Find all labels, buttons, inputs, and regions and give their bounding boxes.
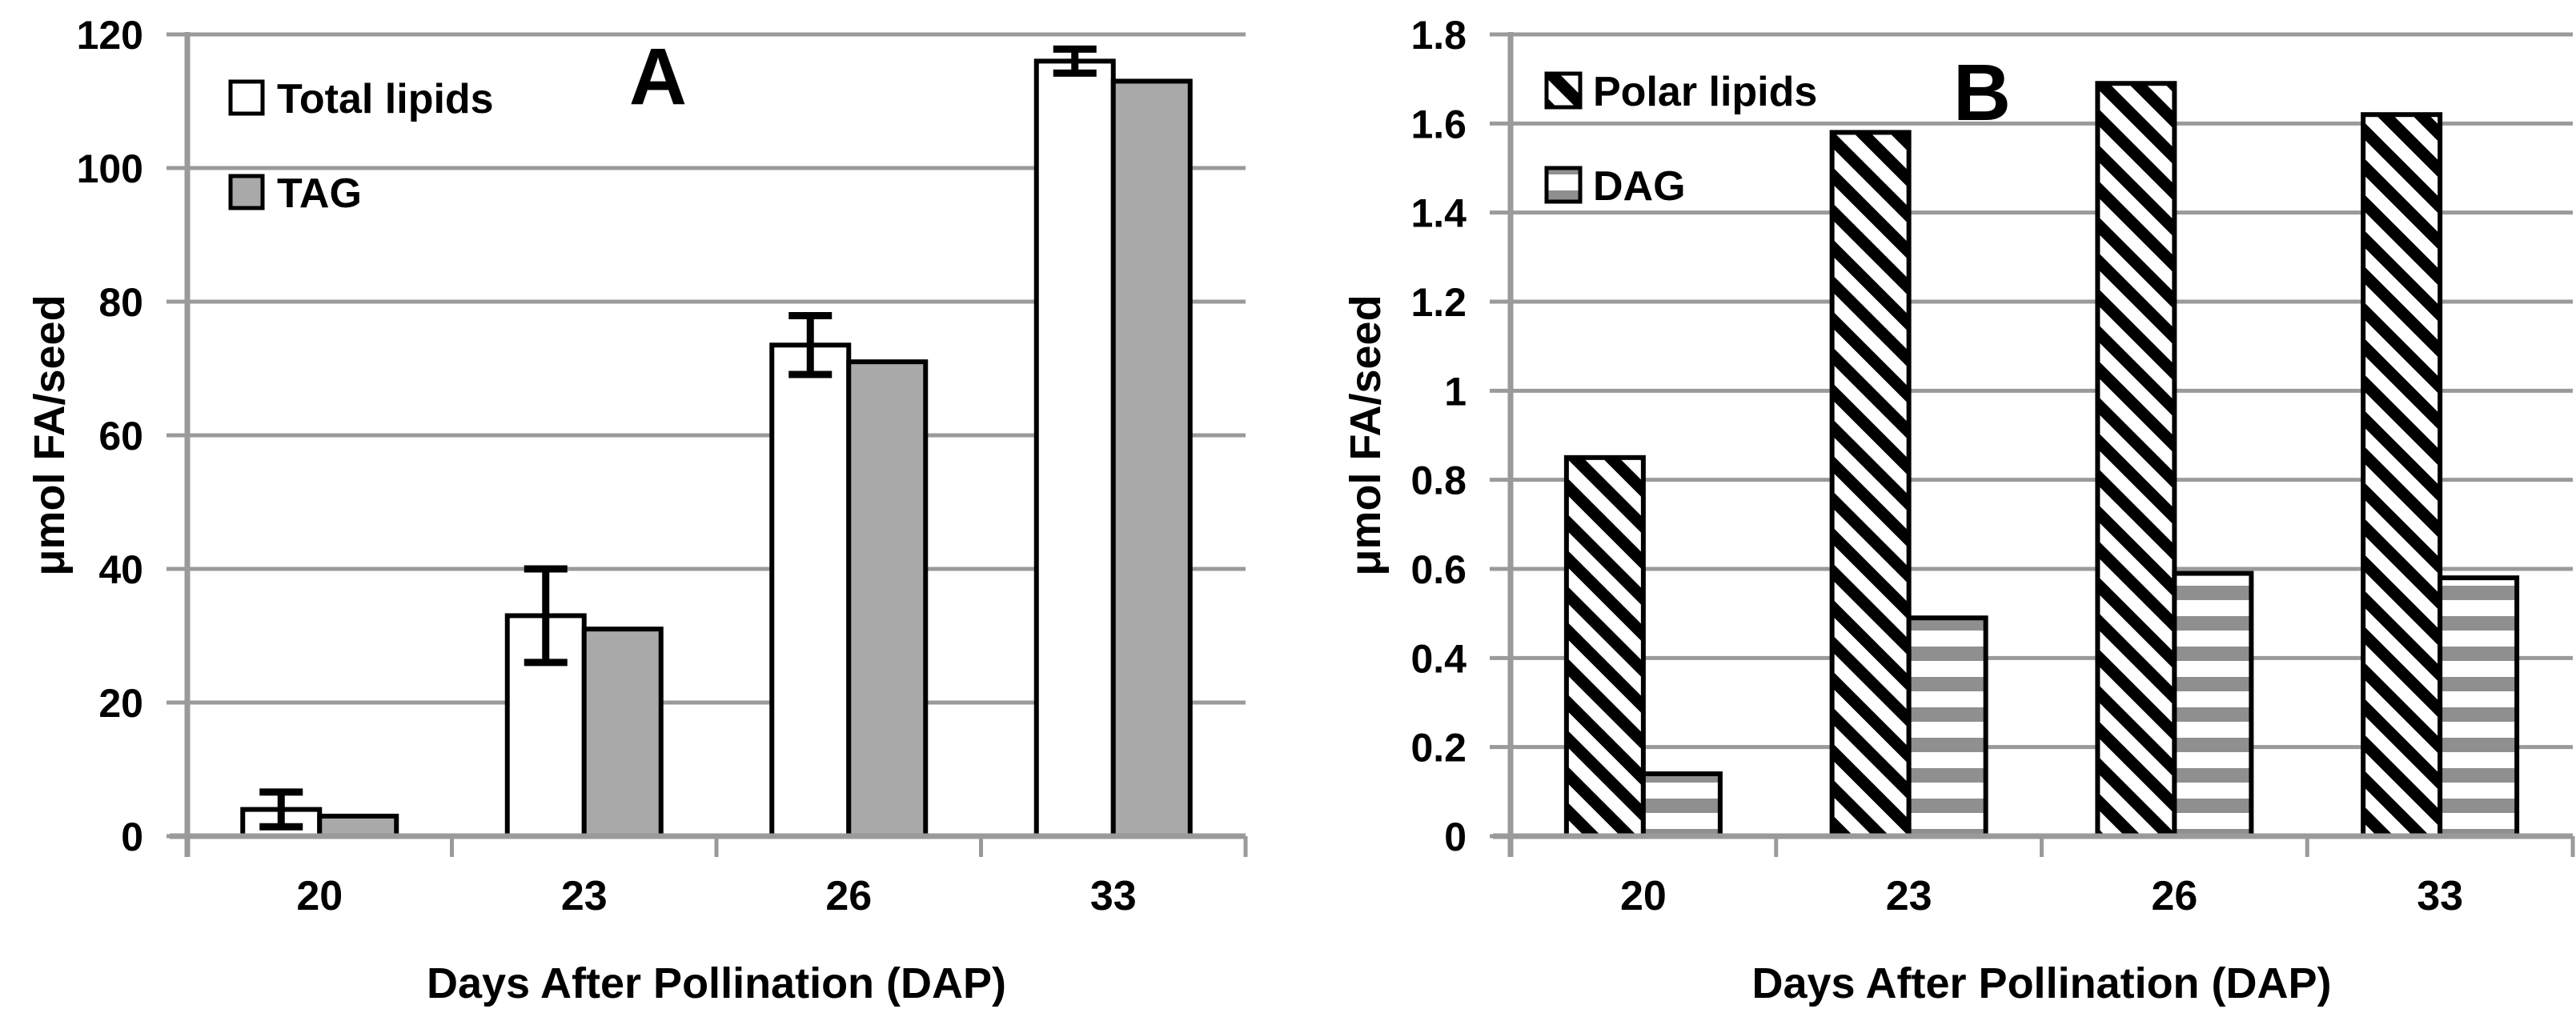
category-label-20: 20	[296, 873, 343, 919]
category-label-26: 26	[2151, 873, 2197, 919]
x-axis-title: Days After Pollination (DAP)	[1751, 959, 2331, 1007]
tick-label-y-1.6: 1.6	[1410, 102, 1467, 146]
bar-tag-23	[581, 627, 664, 839]
tick-label-y-100: 100	[77, 146, 143, 191]
tick-label-y-60: 60	[98, 414, 143, 458]
bar-dag-33	[2438, 575, 2520, 839]
bar-dag-20	[1640, 771, 1723, 839]
bar-tag-20	[317, 813, 399, 839]
tick-label-y-1.2: 1.2	[1410, 280, 1467, 325]
y-axis-title: μmol FA/seed	[1342, 294, 1390, 575]
category-label-23: 23	[561, 873, 608, 919]
bar-dag-26	[2172, 571, 2254, 839]
legend-swatch-dag	[1544, 166, 1583, 204]
bar-polar-lipids-23	[1829, 130, 1912, 839]
tick-label-y-0: 0	[1444, 815, 1467, 859]
bar-tag-26	[846, 359, 929, 839]
category-label-33: 33	[1090, 873, 1137, 919]
legend-label-polar-lipids: Polar lipids	[1593, 69, 1817, 115]
tick-label-y-120: 120	[77, 13, 143, 58]
legend-label-tag: TAG	[277, 170, 362, 217]
tick-label-y-0.4: 0.4	[1410, 636, 1467, 681]
panel-label-a: A	[629, 32, 687, 122]
bar-total-lipids-26	[769, 342, 852, 839]
bar-dag-23	[1906, 615, 1988, 839]
category-label-33: 33	[2417, 873, 2463, 919]
x-axis-title: Days After Pollination (DAP)	[427, 959, 1006, 1007]
tick-label-y-0.6: 0.6	[1410, 547, 1467, 592]
bar-polar-lipids-20	[1563, 454, 1646, 839]
bar-polar-lipids-26	[2095, 81, 2177, 839]
legend-swatch-polar-lipids	[1544, 71, 1583, 110]
tick-label-y-40: 40	[98, 547, 143, 592]
panel-b: 0 0.2 0.4 0.6 0.8 1 1.2 1.4 1.6 1.8 20 23 26 33 Days A…	[1342, 13, 2575, 1007]
tick-label-y-1.8: 1.8	[1410, 13, 1467, 58]
panel-label-b: B	[1953, 48, 2011, 138]
y-axis-title: μmol FA/seed	[26, 294, 74, 575]
category-label-26: 26	[825, 873, 872, 919]
category-label-20: 20	[1620, 873, 1667, 919]
panel-a: 0 20 40 60 80 100 120 20 23 26 33 Days After Pollin…	[26, 13, 1248, 1007]
bar-polar-lipids-33	[2361, 112, 2443, 839]
legend-label-total-lipids: Total lipids	[277, 76, 494, 122]
bar-total-lipids-33	[1033, 58, 1116, 839]
legend-swatch-total-lipids	[228, 79, 265, 116]
bar-tag-33	[1110, 78, 1193, 839]
tick-label-y-0.8: 0.8	[1410, 458, 1467, 503]
legend-swatch-tag	[228, 174, 265, 210]
tick-label-y-1: 1	[1444, 369, 1467, 414]
category-label-23: 23	[1886, 873, 1932, 919]
tick-label-y-1.4: 1.4	[1410, 191, 1467, 236]
tick-label-y-20: 20	[98, 681, 143, 726]
tick-label-y-0: 0	[121, 815, 143, 859]
tick-label-y-80: 80	[98, 280, 143, 325]
legend-label-dag: DAG	[1593, 163, 1686, 210]
tick-label-y-0.2: 0.2	[1410, 726, 1467, 771]
